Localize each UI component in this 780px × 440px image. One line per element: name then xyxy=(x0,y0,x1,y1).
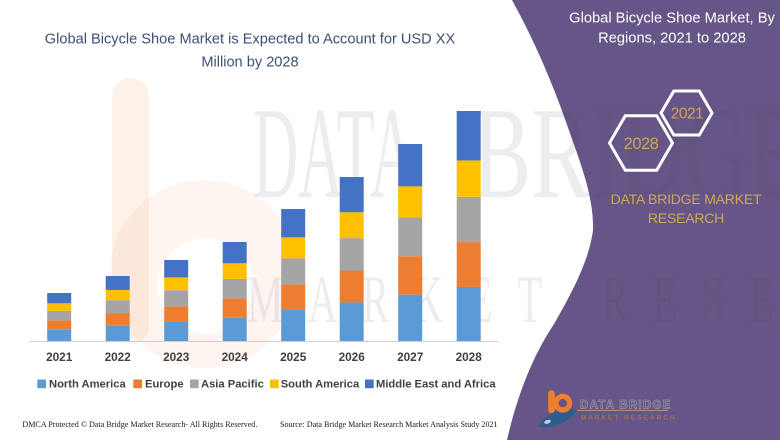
svg-text:2026: 2026 xyxy=(339,350,366,364)
svg-text:Million by 2028: Million by 2028 xyxy=(201,55,298,71)
svg-text:Source: Data Bridge Market Res: Source: Data Bridge Market Research Mark… xyxy=(280,420,498,429)
svg-text:MARKET RESEARCH: MARKET RESEARCH xyxy=(247,263,780,338)
svg-text:Europe: Europe xyxy=(145,379,184,391)
svg-text:DMCA Protected © Data Bridge M: DMCA Protected © Data Bridge Market Rese… xyxy=(22,420,257,429)
svg-text:DATA: DATA xyxy=(253,81,415,226)
svg-text:Regions, 2021 to 2028: Regions, 2021 to 2028 xyxy=(598,31,746,47)
svg-text:2021: 2021 xyxy=(671,106,703,123)
svg-text:2027: 2027 xyxy=(397,350,424,364)
svg-text:2022: 2022 xyxy=(105,350,132,364)
svg-text:DATA BRIDGE MARKET: DATA BRIDGE MARKET xyxy=(611,191,762,207)
svg-text:2024: 2024 xyxy=(222,350,249,364)
svg-text:2028: 2028 xyxy=(456,350,483,364)
svg-text:Global Bicycle Shoe Market is: Global Bicycle Shoe Market is Expected t… xyxy=(45,32,456,48)
svg-text:MARKET RESEARCH: MARKET RESEARCH xyxy=(581,415,677,422)
svg-text:2021: 2021 xyxy=(46,350,73,364)
svg-text:Asia Pacific: Asia Pacific xyxy=(201,379,264,391)
svg-text:2025: 2025 xyxy=(280,350,307,364)
svg-text:DATA BRIDGE: DATA BRIDGE xyxy=(580,398,672,411)
svg-text:BRIDGE: BRIDGE xyxy=(472,81,780,226)
svg-text:Global Bicycle Shoe Market, By: Global Bicycle Shoe Market, By xyxy=(569,10,775,26)
svg-text:South America: South America xyxy=(281,379,360,391)
svg-text:2023: 2023 xyxy=(163,350,190,364)
svg-text:RESEARCH: RESEARCH xyxy=(648,210,724,226)
svg-text:2028: 2028 xyxy=(624,135,659,153)
svg-text:North America: North America xyxy=(49,379,126,391)
svg-text:Middle East and Africa: Middle East and Africa xyxy=(376,379,496,391)
